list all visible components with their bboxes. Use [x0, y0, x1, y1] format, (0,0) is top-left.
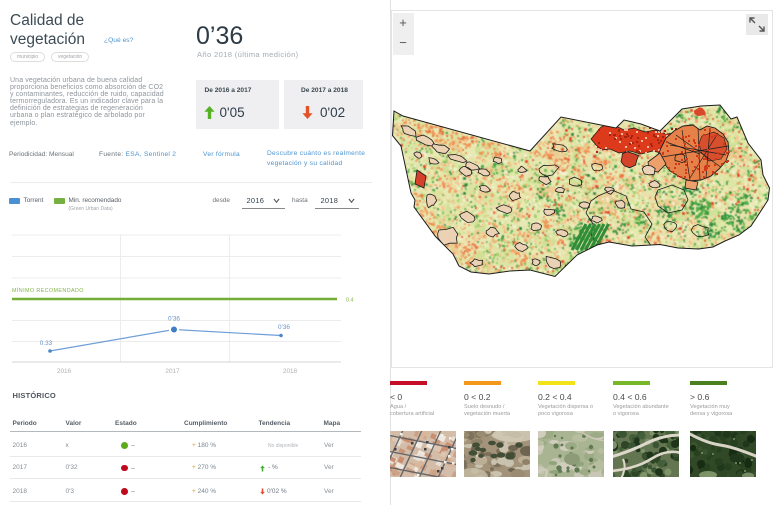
svg-text:0'36: 0'36 [168, 316, 180, 323]
svg-text:0.4: 0.4 [346, 298, 354, 304]
svg-text:2017: 2017 [165, 368, 180, 375]
svg-text:MÍNIMO RECOMENDADO: MÍNIMO RECOMENDADO [12, 287, 84, 294]
svg-text:2018: 2018 [283, 368, 298, 375]
svg-text:2016: 2016 [57, 368, 72, 375]
svg-text:0'36: 0'36 [278, 324, 290, 331]
svg-text:0.33: 0.33 [40, 340, 53, 347]
